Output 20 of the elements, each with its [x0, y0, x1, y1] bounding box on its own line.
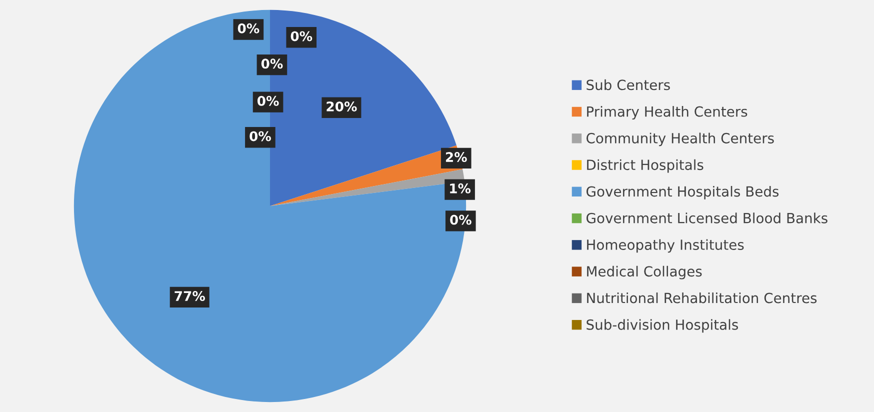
legend-label: Primary Health Centers [587, 106, 748, 120]
legend-label: Nutritional Rehabilitation Centres [587, 292, 817, 304]
legend-label: Medical Collages [587, 266, 702, 280]
legend-label: Sub Centers [586, 79, 670, 90]
text: 0% [261, 58, 283, 69]
text: 0% [257, 96, 279, 106]
legend-label: District Hospitals [587, 159, 704, 173]
text: 0% [290, 31, 312, 42]
data-label: 2% [446, 152, 467, 162]
legend-label: Homeopathy Institutes [587, 239, 744, 253]
text: 0% [238, 23, 260, 34]
data-label: 1% [450, 183, 471, 194]
data-label: 20% [326, 101, 357, 112]
legend-label: Government Hospitals Beds [586, 186, 779, 200]
legend-label: Community Health Centers [586, 132, 774, 146]
text: 0% [450, 214, 472, 225]
text: 0% [250, 131, 271, 142]
data-label: 77% [174, 291, 205, 302]
legend-label: Sub-division Hospitals [586, 319, 738, 333]
legend-label: Government Licensed Blood Banks [586, 212, 828, 224]
